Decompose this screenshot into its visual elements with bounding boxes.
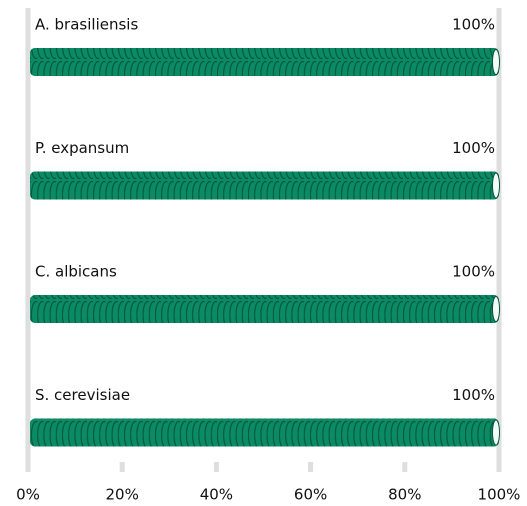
bar-end (492, 172, 500, 199)
x-tick-label: 60% (294, 486, 327, 504)
category-label: C. albicans (35, 263, 117, 281)
category-label: A. brasiliensis (35, 16, 138, 34)
value-label: 100% (452, 386, 495, 404)
value-label: 100% (452, 263, 495, 281)
value-label: 100% (452, 139, 495, 157)
bar (30, 418, 499, 447)
x-tick-label: 40% (200, 486, 233, 504)
bar-end (492, 296, 500, 322)
bar-end (492, 419, 500, 446)
x-tick-label: 0% (16, 486, 40, 504)
bar (30, 48, 499, 76)
x-tick-label: 80% (388, 486, 421, 504)
category-label: P. expansum (35, 139, 129, 157)
value-label: 100% (452, 16, 495, 34)
x-tick-label: 20% (106, 486, 139, 504)
bar (30, 171, 499, 200)
category-label: S. cerevisiae (35, 386, 130, 404)
x-tick-label: 100% (478, 486, 521, 504)
bar-end (492, 49, 500, 75)
bar (30, 295, 499, 323)
